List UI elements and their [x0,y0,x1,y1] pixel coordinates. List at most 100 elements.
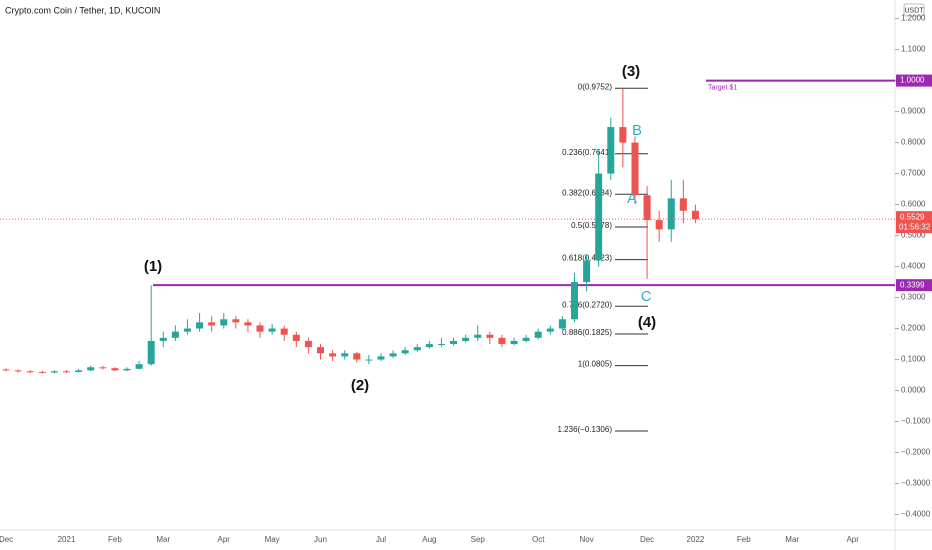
x-tick-label: Oct [532,535,545,544]
candle-body [147,340,155,365]
candle-body [280,328,288,335]
candle-body [196,322,204,329]
x-tick-label: Apr [218,535,231,544]
candle-body [75,370,83,372]
y-tick-label: −0.4000 [901,510,931,519]
wave-label: C [641,288,652,305]
wave-label: B [632,122,642,139]
y-tick-label: 0.5000 [901,231,926,240]
fib-label: 0(0.9752) [578,82,613,91]
fib-label: 0.5(0.5278) [571,221,612,230]
candle-body [437,344,445,346]
fib-label: 0.382(0.6334) [562,188,612,197]
candle-body [619,127,627,143]
candle-body [329,353,337,357]
x-tick-label: 2022 [687,535,705,544]
y-tick-label: 0.1000 [901,355,926,364]
wave-label: (2) [351,377,369,394]
x-tick-label: Jul [376,535,386,544]
fib-label: 1(0.0805) [578,360,613,369]
price-tag-label: 1.0000 [900,76,925,85]
candle-body [595,173,603,261]
wave-label: (1) [144,258,162,275]
candle-body [2,369,10,371]
candle-body [50,371,58,373]
candle-body [220,319,228,326]
currency: USDT [904,7,924,14]
candle-body [111,368,119,371]
x-tick-label: May [265,535,280,544]
y-tick-label: 0.9000 [901,107,926,116]
candle-body [450,340,458,345]
candle-body [99,367,107,369]
candle-body [208,322,216,326]
y-tick-label: 0.4000 [901,262,926,271]
candle-body [546,328,554,332]
candle-body [679,198,687,211]
candle-body [691,210,699,220]
candle-body [631,142,639,196]
candle-body [183,328,191,332]
candle-body [510,340,518,345]
countdown: 01:56:32 [899,222,931,231]
y-tick-label: −0.1000 [901,417,931,426]
x-tick-label: Dec [640,535,654,544]
candle-body [401,350,409,354]
price-tag [896,74,932,87]
candle-body [341,353,349,357]
candle-body [570,282,578,320]
candle-body [498,337,506,345]
fib-label: 0.786(0.2720) [562,300,612,309]
candle-body [26,371,34,373]
currency-box [903,3,925,17]
candle-body [413,347,421,351]
x-tick-label: Feb [108,535,122,544]
candle-body [583,260,591,283]
x-tick-label: 2021 [58,535,76,544]
fib-label: 0.618(0.4223) [562,254,612,263]
candle-body [256,325,264,332]
fib-label: 0.886(0.1825) [562,328,612,337]
candle-body [171,331,179,338]
y-tick-label: −0.3000 [901,479,931,488]
candle-body [232,319,240,323]
candle-body [462,337,470,341]
candle-body [87,367,95,371]
y-tick-label: 1.2000 [901,14,926,23]
fib-label: 1.236(−0.1306) [558,425,613,434]
x-tick-label: Feb [737,535,751,544]
candle-body [353,353,361,360]
x-tick-label: Dec [0,535,13,544]
candle-body [655,220,663,230]
x-tick-label: Jun [314,535,327,544]
candle-body [268,328,276,332]
candle-body [607,127,615,174]
candle-body [317,347,325,354]
candle-body [244,322,252,326]
y-tick-label: 0.0000 [901,386,926,395]
x-tick-label: Apr [846,535,859,544]
candle-body [643,195,651,221]
candle-body [377,356,385,360]
candle-body [123,368,131,371]
current-price-label: 0.5529 [900,212,925,221]
price-tag-label: 0.3399 [900,280,925,289]
candle-body [389,353,397,357]
x-tick-label: Nov [579,535,593,544]
x-tick-label: Mar [785,535,799,544]
x-tick-label: Aug [422,535,436,544]
fib-label: 0.236(0.7641) [562,148,612,157]
candle-body [365,359,373,361]
wave-label: (4) [638,314,656,331]
price-tag [896,279,932,292]
line-note: Target $1 [708,84,737,91]
wave-label: A [627,190,637,207]
y-tick-label: 0.7000 [901,169,926,178]
candle-body [534,331,542,338]
candle-body [425,344,433,348]
candle-body [292,334,300,341]
candle-body [63,371,71,373]
